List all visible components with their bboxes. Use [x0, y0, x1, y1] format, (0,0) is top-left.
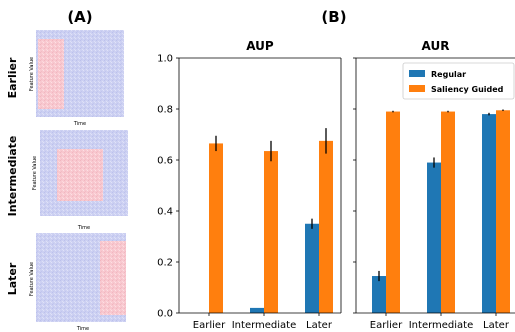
bar-regular-earlier — [372, 276, 386, 313]
x-tick-label-later: Later — [306, 320, 333, 331]
bar-charts: AUP Earlier Intermediate Later 0.0 0.2 0.4 0.6 0… — [157, 39, 515, 331]
y-tick-label: 0.6 — [157, 156, 173, 167]
heatmap-later-ylabel: Feature Value — [29, 262, 35, 296]
bar-saliency-guided-later — [496, 110, 510, 314]
heatmap-earlier: Earlier Feature Value Time — [6, 30, 124, 127]
row-label-intermediate: Intermediate — [6, 136, 19, 217]
x-tick-label-intermediate: Intermediate — [232, 320, 297, 331]
y-tick-label: 0.2 — [157, 258, 173, 269]
heatmap-intermediate-highlight — [57, 149, 103, 201]
bar-saliency-guided-later — [319, 140, 333, 313]
heatmap-earlier-xlabel: Time — [73, 121, 86, 127]
bar-saliency-guided-intermediate — [264, 151, 278, 313]
heatmap-later-xlabel: Time — [76, 326, 89, 332]
legend-box — [402, 62, 515, 100]
panel-b-label: (B) — [321, 8, 346, 26]
heatmap-later-highlight — [100, 241, 126, 315]
y-tick-label: 0.8 — [157, 105, 173, 116]
heatmap-intermediate: Intermediate Feature Value Time — [6, 130, 128, 231]
bar-saliency-guided-intermediate — [441, 111, 455, 313]
legend-swatch-saliency-guided — [409, 85, 425, 92]
bar-saliency-guided-earlier — [209, 143, 223, 313]
chart-title: AUP — [246, 39, 274, 53]
chart-title: AUR — [422, 39, 450, 53]
heatmap-intermediate-xlabel: Time — [77, 225, 90, 231]
x-tick-label-earlier: Earlier — [370, 320, 403, 331]
legend-label-saliency-guided: Saliency Guided — [431, 85, 504, 94]
bar-saliency-guided-earlier — [386, 111, 400, 313]
panel-a-label: (A) — [67, 8, 92, 26]
heatmap-later: Later Feature Value Time — [6, 233, 126, 332]
legend-swatch-regular — [409, 70, 425, 77]
heatmap-earlier-ylabel: Feature Value — [29, 57, 35, 91]
chart-aup: AUP Earlier Intermediate Later 0.0 0.2 0.4 0.6 0… — [157, 39, 342, 331]
heatmap-earlier-highlight — [38, 39, 64, 109]
heatmap-intermediate-ylabel: Feature Value — [32, 156, 38, 190]
bar-regular-later — [305, 223, 319, 313]
y-tick-label: 0.0 — [157, 309, 173, 320]
legend-label-regular: Regular — [431, 70, 466, 79]
bar-regular-intermediate — [250, 307, 264, 313]
row-label-later: Later — [6, 262, 19, 295]
x-tick-label-later: Later — [483, 320, 510, 331]
y-tick-label: 1.0 — [157, 54, 173, 65]
y-tick-label: 0.4 — [157, 207, 173, 218]
chart-aur: AUR Earlier Intermediate Later Regular Salien… — [353, 39, 515, 331]
x-tick-label-intermediate: Intermediate — [409, 320, 474, 331]
x-tick-label-earlier: Earlier — [193, 320, 226, 331]
bar-regular-later — [482, 114, 496, 313]
legend: Regular Saliency Guided — [402, 62, 515, 100]
row-label-earlier: Earlier — [6, 57, 19, 98]
bar-regular-intermediate — [427, 162, 441, 313]
